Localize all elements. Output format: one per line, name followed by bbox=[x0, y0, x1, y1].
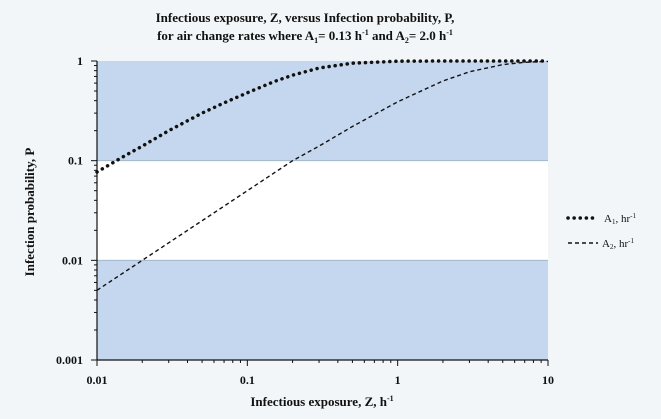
probability-bands bbox=[97, 61, 548, 360]
legend: A1, hr-1 A2, hr-1 bbox=[566, 212, 636, 251]
band-0 bbox=[97, 61, 548, 161]
y-tick-label: 0.001 bbox=[56, 353, 83, 367]
y-tick-label: 0.01 bbox=[62, 253, 83, 267]
x-tick-label: 0.01 bbox=[87, 373, 108, 387]
ticks: 0.01 0.1 1 10 0.001 0.01 0.1 1 bbox=[56, 54, 554, 387]
x-tick-label: 10 bbox=[542, 373, 554, 387]
chart-title-line-1: Infectious exposure, Z, versus Infection… bbox=[156, 10, 455, 25]
series-line-1 bbox=[95, 59, 550, 174]
band-2 bbox=[97, 260, 548, 360]
band-1 bbox=[97, 160, 548, 261]
axes bbox=[96, 61, 548, 361]
x-tick-label: 1 bbox=[395, 373, 401, 387]
y-axis-label: Infection probability, P bbox=[22, 148, 37, 277]
x-axis-label: Infectious exposure, Z, h-1 bbox=[250, 394, 393, 409]
x-tick-label: 0.1 bbox=[240, 373, 255, 387]
y-tick-label: 0.1 bbox=[68, 154, 83, 168]
series-line-2 bbox=[96, 60, 549, 291]
legend-label-series-2: A2, hr-1 bbox=[602, 237, 634, 251]
chart-title-line-2: for air change rates where A1= 0.13 h-1 … bbox=[157, 28, 453, 45]
legend-label-series-1: A1, hr-1 bbox=[604, 212, 636, 226]
series-layer bbox=[95, 59, 550, 291]
y-tick-label: 1 bbox=[77, 54, 83, 68]
